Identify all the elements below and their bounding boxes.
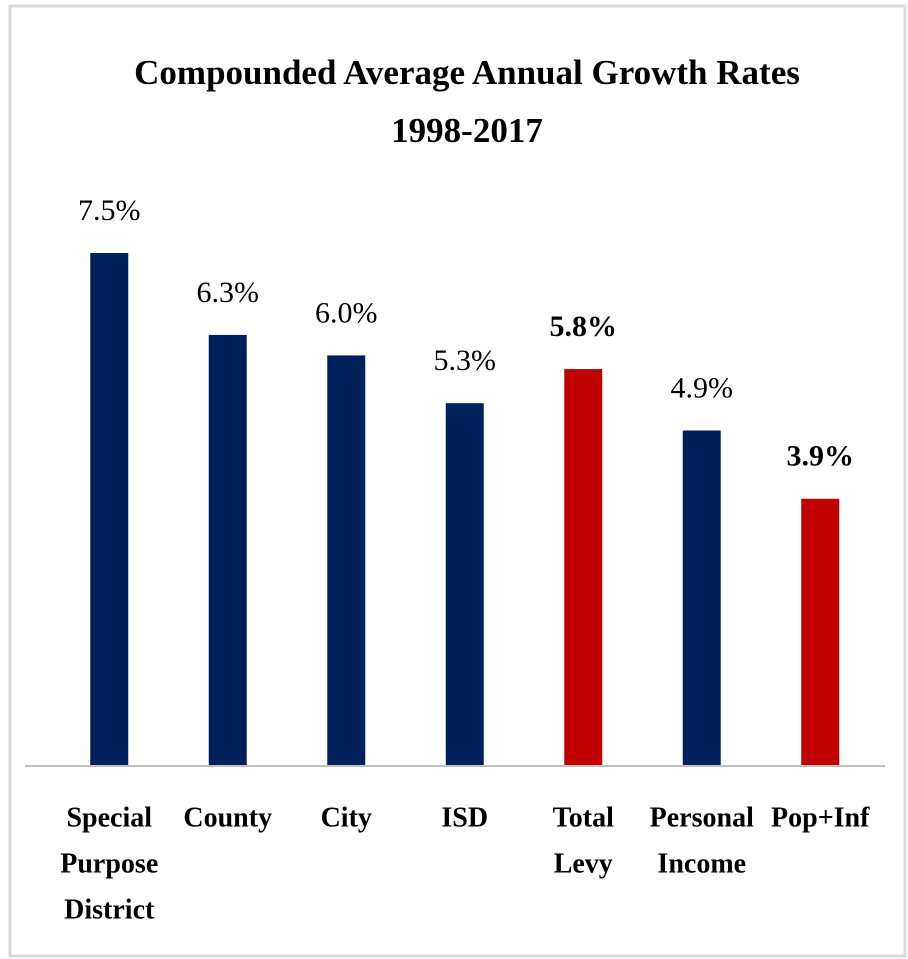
value-label: 6.0%: [315, 296, 378, 329]
bar: [90, 253, 129, 765]
x-tick-label: Purpose: [60, 848, 158, 879]
x-tick-label: County: [183, 802, 272, 833]
x-tick-label: District: [64, 894, 155, 925]
bar: [801, 498, 840, 765]
x-tick-label: Income: [657, 848, 746, 879]
value-label: 3.9%: [787, 440, 855, 473]
bar: [682, 430, 721, 765]
value-label: 7.5%: [78, 194, 141, 227]
bar: [564, 369, 603, 765]
x-tick-label: ISD: [441, 802, 488, 833]
x-tick-label: Total: [553, 802, 614, 833]
value-label: 6.3%: [197, 276, 260, 309]
x-tick-label: Pop+Inf: [771, 802, 870, 833]
bar: [445, 403, 484, 765]
value-label: 5.3%: [434, 344, 497, 377]
bar: [208, 334, 247, 765]
bar: [327, 355, 366, 765]
chart-subtitle: 1998-2017: [391, 111, 543, 150]
value-label: 4.9%: [671, 371, 734, 404]
x-tick-label: Personal: [650, 802, 754, 833]
x-tick-label: City: [321, 802, 372, 833]
x-tick-label: Levy: [554, 848, 613, 879]
value-label: 5.8%: [550, 310, 618, 343]
x-tick-label: Special: [66, 802, 152, 833]
chart-title: Compounded Average Annual Growth Rates: [134, 53, 800, 92]
